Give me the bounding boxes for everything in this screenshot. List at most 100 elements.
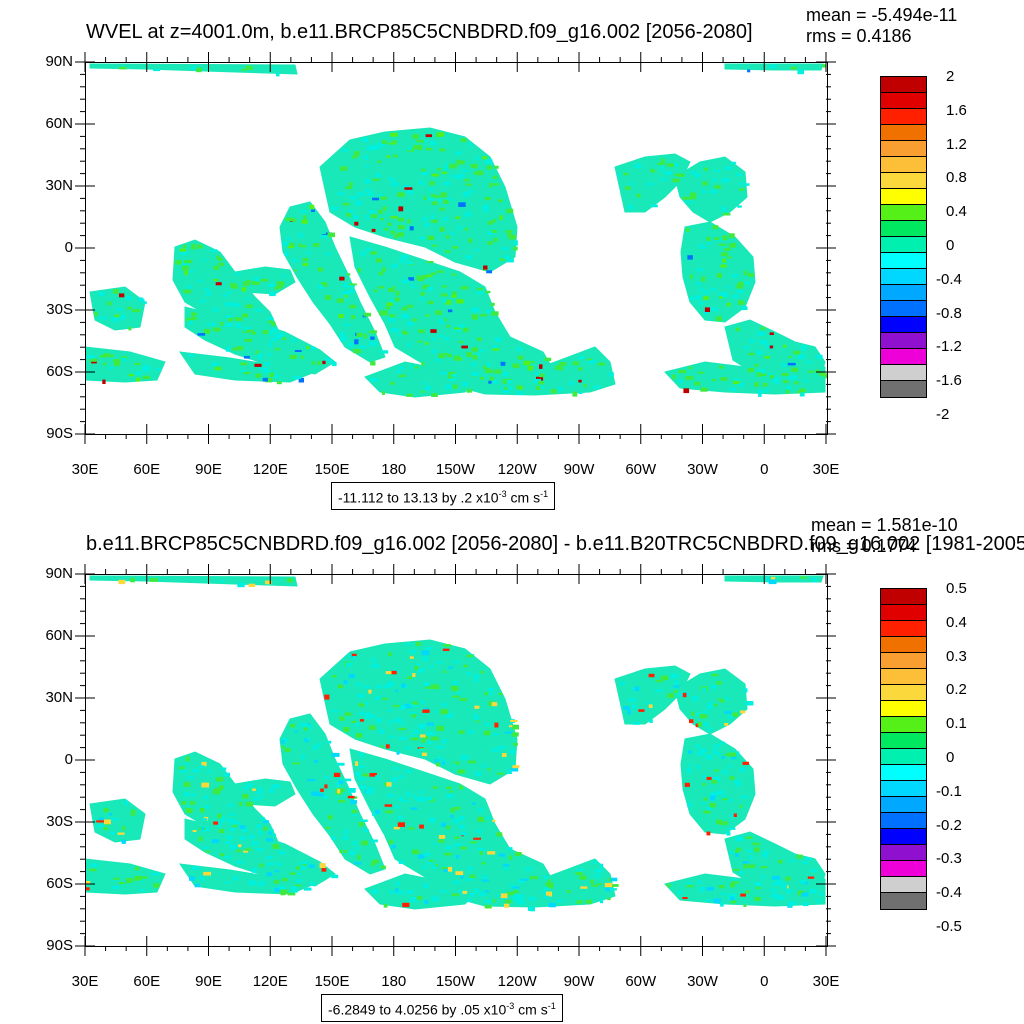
colorbar-label: 1.2 (946, 135, 967, 153)
colorbar-swatch (881, 237, 926, 253)
colorbar-swatch (881, 621, 926, 637)
colorbar-label: 0 (946, 237, 955, 254)
map-plot-area (85, 574, 827, 946)
colorbar-swatch (881, 109, 926, 125)
colorbar-label: 0.4 (946, 203, 967, 221)
lon-label: 150W (435, 973, 476, 990)
lon-label: 30E (812, 973, 840, 990)
lat-label: 30S (46, 301, 73, 318)
colorbar-label: -1.6 (936, 372, 962, 390)
map-frame (85, 62, 828, 435)
lon-label: 60W (625, 461, 657, 478)
colorbar-label: -0.4 (936, 884, 962, 902)
colorbar-swatch (881, 653, 926, 669)
lon-label: 120W (497, 973, 537, 990)
colorbar-swatch (881, 637, 926, 653)
lat-label: 60S (46, 875, 73, 892)
colorbar-label: -2 (936, 406, 950, 423)
top-map-panel: WVEL at z=4001.0m, b.e11.BRCP85C5CNBDRD.… (45, 6, 967, 510)
colorbar-swatch (881, 781, 926, 797)
lat-label: 60S (46, 363, 73, 380)
lat-label: 90N (45, 53, 73, 70)
colorbar-label: 0.8 (946, 169, 967, 187)
colorbar-swatch (881, 125, 926, 141)
colorbar-swatch (881, 797, 926, 813)
lat-label: 30N (45, 689, 73, 706)
lon-label: 0 (760, 461, 769, 478)
map-field (85, 62, 827, 434)
range-text: -6.2849 to 4.0256 by .05 x10 (328, 1001, 507, 1018)
colorbar-swatch (881, 829, 926, 845)
map-frame (85, 574, 828, 947)
lat-label: 60N (45, 627, 73, 644)
colorbar-swatch (881, 701, 926, 717)
stats-rms: rms = 0.4186 (806, 26, 912, 46)
colorbar-swatch (881, 141, 926, 157)
stats-mean: mean = 1.581e-10 (811, 515, 958, 535)
colorbar-swatch (881, 669, 926, 685)
colorbar-swatch (881, 733, 926, 749)
colorbar-label: 0 (946, 749, 955, 766)
lon-label: 30W (687, 461, 718, 478)
lon-label: 30E (812, 461, 840, 478)
colorbar-swatch (881, 301, 926, 317)
colorbar-label: 0.3 (946, 647, 967, 665)
map-plot-area (85, 62, 827, 434)
colorbar-swatch (881, 717, 926, 733)
colorbar-label: -0.8 (936, 304, 962, 322)
lon-label: 0 (760, 973, 769, 990)
colorbar (880, 588, 927, 910)
colorbar-swatch (881, 205, 926, 221)
panel-title: WVEL at z=4001.0m, b.e11.BRCP85C5CNBDRD.… (86, 21, 753, 43)
colorbar-swatch (881, 349, 926, 365)
lon-label: 30E (71, 461, 99, 478)
lat-label: 0 (64, 239, 73, 256)
colorbar-swatch (881, 317, 926, 333)
colorbar-label: 2 (946, 68, 955, 85)
lon-label: 180 (381, 461, 407, 478)
lon-label: 90E (195, 461, 222, 478)
lon-label: 120E (252, 973, 288, 990)
panel-title: b.e11.BRCP85C5CNBDRD.f09_g16.002 [2056-2… (86, 533, 1024, 555)
ocean-region (178, 863, 312, 895)
bottom-map-panel: b.e11.BRCP85C5CNBDRD.f09_g16.002 [2056-2… (0, 512, 1024, 1024)
colorbar-swatch (881, 157, 926, 173)
colorbar-swatch (881, 173, 926, 189)
colorbar-label: 1.6 (946, 101, 967, 119)
range-units: cm s (514, 1001, 548, 1018)
colorbar-swatch (881, 221, 926, 237)
colorbar-swatch (881, 77, 926, 93)
colorbar-label: 0.5 (946, 580, 967, 597)
colorbar-swatch (881, 285, 926, 301)
lat-label: 0 (64, 751, 73, 768)
colorbar-swatch (881, 605, 926, 621)
lon-label: 150E (314, 461, 350, 478)
colorbar-swatch (881, 749, 926, 765)
lat-label: 90S (46, 937, 73, 954)
colorbar-label: 0.1 (946, 715, 967, 733)
lon-label: 90W (563, 461, 595, 478)
lat-label: 90S (46, 425, 73, 442)
colorbar-label: 0.4 (946, 613, 967, 631)
lon-label: 120W (497, 461, 537, 478)
colorbar-label: -0.4 (936, 270, 962, 288)
colorbar-swatch (881, 845, 926, 861)
lon-label: 30E (71, 973, 99, 990)
lon-label: 150E (314, 973, 350, 990)
range-units-exponent: -1 (547, 1001, 556, 1011)
colorbar-label: -0.3 (936, 850, 962, 868)
lat-label: 90N (45, 565, 73, 582)
lon-label: 60E (133, 973, 161, 990)
lon-label: 150W (435, 461, 476, 478)
lon-label: 60W (625, 973, 657, 990)
colorbar-label: -0.5 (936, 918, 962, 935)
colorbar-swatch (881, 589, 926, 605)
contour-range-box: -6.2849 to 4.0256 by .05 x10-3 cm s-1 (321, 994, 563, 1022)
ocean-region (89, 575, 298, 587)
colorbar (880, 76, 927, 398)
colorbar-swatch (881, 685, 926, 701)
range-units: cm s (506, 489, 541, 506)
range-units-exponent: -1 (540, 489, 549, 499)
colorbar-label: -1.2 (936, 338, 962, 356)
range-exponent: -3 (498, 489, 507, 499)
